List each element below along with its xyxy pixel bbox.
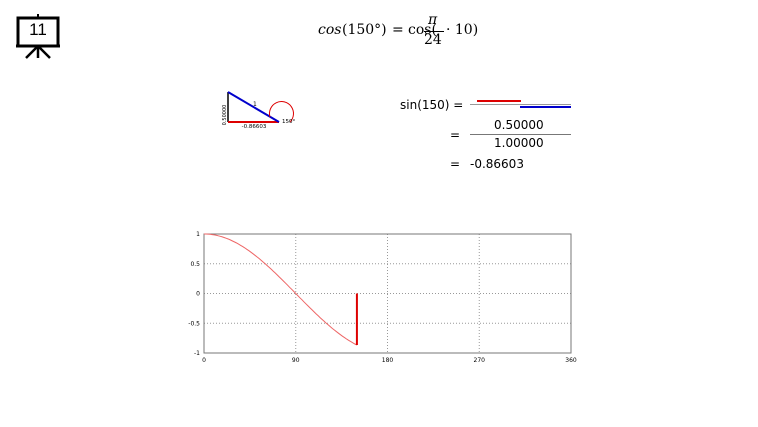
x-tick-label: 180 [382, 357, 394, 364]
y-tick-label: 1 [196, 231, 200, 238]
calc-denominator-bar [520, 106, 571, 108]
y-tick-label: -1 [194, 350, 200, 357]
x-tick-label: 90 [292, 357, 300, 364]
calc-fraction-bar-top [470, 104, 571, 105]
x-axis-ticks: 0 90 180 270 360 [202, 357, 577, 364]
triangle-opposite-label: 0.50000 [222, 105, 228, 126]
x-tick-label: 270 [474, 357, 486, 364]
formula-lhs-fn: cos [318, 22, 342, 38]
formula-rhs-fn: cos( [408, 22, 437, 38]
unit-triangle-diagram: 0.50000 -0.86603 1 150° [222, 91, 295, 130]
triangle-hypotenuse [227, 91, 280, 123]
triangle-hypotenuse-label: 1 [253, 101, 257, 108]
calc-numerator-bar [477, 100, 521, 102]
calc-eq2: = [450, 157, 461, 171]
calc-denominator: 1.00000 [494, 136, 544, 150]
y-tick-label: -0.5 [188, 320, 200, 327]
chart-grid [204, 234, 571, 353]
cosine-curve [204, 233, 358, 346]
triangle-angle-label: 150° [282, 119, 295, 125]
y-tick-label: 0 [196, 291, 200, 298]
slide-number: 11 [29, 20, 47, 39]
presentation-board-icon [16, 14, 60, 59]
triangle-adjacent-label: -0.86603 [242, 124, 267, 130]
x-tick-label: 0 [202, 357, 206, 364]
formula-rhs-tail: · 10) [446, 22, 479, 38]
formula-frac-denominator: 24 [424, 32, 442, 48]
calc-fraction-bar [470, 134, 571, 135]
calc-lhs: sin(150) = [400, 98, 464, 112]
y-axis-ticks: 1 0.5 0 -0.5 -1 [188, 231, 200, 357]
calc-eq1: = [450, 128, 461, 142]
formula-equals: = [392, 22, 404, 38]
y-tick-label: 0.5 [190, 261, 200, 268]
formula-frac-numerator: π [428, 12, 438, 28]
formula-fraction-bar [424, 31, 444, 32]
plot-frame [203, 233, 572, 354]
angle-arc [269, 101, 294, 123]
formula-lhs-arg: (150°) [342, 22, 387, 38]
calc-numerator: 0.50000 [494, 118, 544, 132]
calc-result: -0.86603 [470, 157, 524, 171]
x-tick-label: 360 [565, 357, 577, 364]
